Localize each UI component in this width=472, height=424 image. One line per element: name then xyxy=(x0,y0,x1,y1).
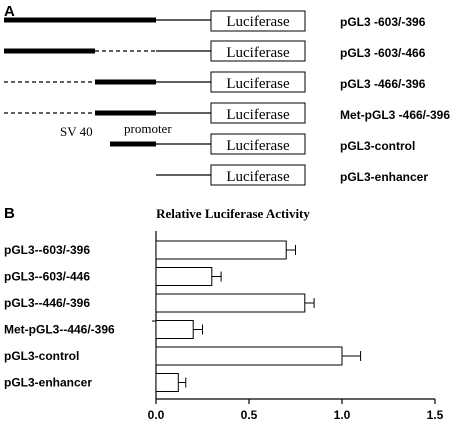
category-label: pGL3-control xyxy=(4,349,79,363)
construct-6-name: pGL3-enhancer xyxy=(340,170,428,184)
x-tick-label: 0.5 xyxy=(241,408,258,422)
construct-3-luciferase-label: Luciferase xyxy=(226,76,290,92)
bar-chart: pGL3--603/-396 pGL3--603/-446 pGL3--446/-3… xyxy=(4,231,444,422)
construct-6-luciferase-label: Luciferase xyxy=(226,169,290,185)
category-label: pGL3-enhancer xyxy=(4,376,92,390)
error-bar xyxy=(193,324,203,335)
construct-1-luciferase-label: Luciferase xyxy=(226,14,290,30)
construct-2-luciferase-box xyxy=(210,40,306,62)
bar xyxy=(155,267,213,286)
bar xyxy=(155,373,179,392)
construct-1-name: pGL3 -603/-396 xyxy=(340,15,426,29)
construct-row-3: Luciferase pGL3 -466/-396 xyxy=(4,71,426,93)
category-label: pGL3--446/-396 xyxy=(4,296,90,310)
construct-3-name: pGL3 -466/-396 xyxy=(340,77,426,91)
construct-1-luciferase-box xyxy=(210,10,306,32)
construct-5-name: pGL3-control xyxy=(340,139,415,153)
construct-2-name: pGL3 -603/-466 xyxy=(340,46,426,60)
x-tick-label: 1.0 xyxy=(334,408,351,422)
error-bar xyxy=(304,298,315,308)
chart-title: Relative Luciferase Activity xyxy=(156,206,310,221)
category-label: pGL3--603/-396 xyxy=(4,243,90,257)
bar xyxy=(155,240,287,260)
construct-6-luciferase-box xyxy=(210,164,306,186)
category-label: pGL3--603/-446 xyxy=(4,270,90,284)
error-bar xyxy=(211,271,222,282)
x-tick-label: 0.0 xyxy=(148,408,165,422)
construct-4-name: Met-pGL3 -466/-396 xyxy=(340,108,450,122)
construct-2-luciferase-label: Luciferase xyxy=(226,45,290,61)
construct-row-2: Luciferase pGL3 -603/-466 xyxy=(4,40,426,62)
construct-row-6: Luciferase pGL3-enhancer xyxy=(156,164,428,186)
bars-group: pGL3--603/-396 pGL3--603/-446 pGL3--446/-3… xyxy=(4,240,362,392)
bar xyxy=(155,293,306,313)
error-bar xyxy=(286,245,296,255)
error-bar xyxy=(342,351,362,361)
construct-row-5: Luciferase pGL3-control xyxy=(110,133,415,155)
construct-5-luciferase-label: Luciferase xyxy=(226,138,290,154)
promoter-label: promoter xyxy=(124,121,172,136)
error-bar xyxy=(178,377,187,388)
x-ticks-group: 0.0 0.5 1.0 1.5 xyxy=(148,399,444,422)
construct-3-luciferase-box xyxy=(210,71,306,93)
construct-row-1: Luciferase pGL3 -603/-396 xyxy=(4,10,426,32)
bar xyxy=(155,320,194,339)
construct-4-luciferase-label: Luciferase xyxy=(226,107,290,123)
bar xyxy=(155,346,343,366)
panel-a-label: A xyxy=(4,3,15,20)
construct-row-4: Luciferase Met-pGL3 -466/-396 xyxy=(4,102,450,124)
sv40-label: SV 40 xyxy=(60,124,93,139)
construct-4-luciferase-box xyxy=(210,102,306,124)
construct-5-luciferase-box xyxy=(210,133,306,155)
category-label: Met-pGL3--446/-396 xyxy=(4,323,115,337)
x-tick-label: 1.5 xyxy=(427,408,444,422)
panel-b-label: B xyxy=(4,205,15,222)
